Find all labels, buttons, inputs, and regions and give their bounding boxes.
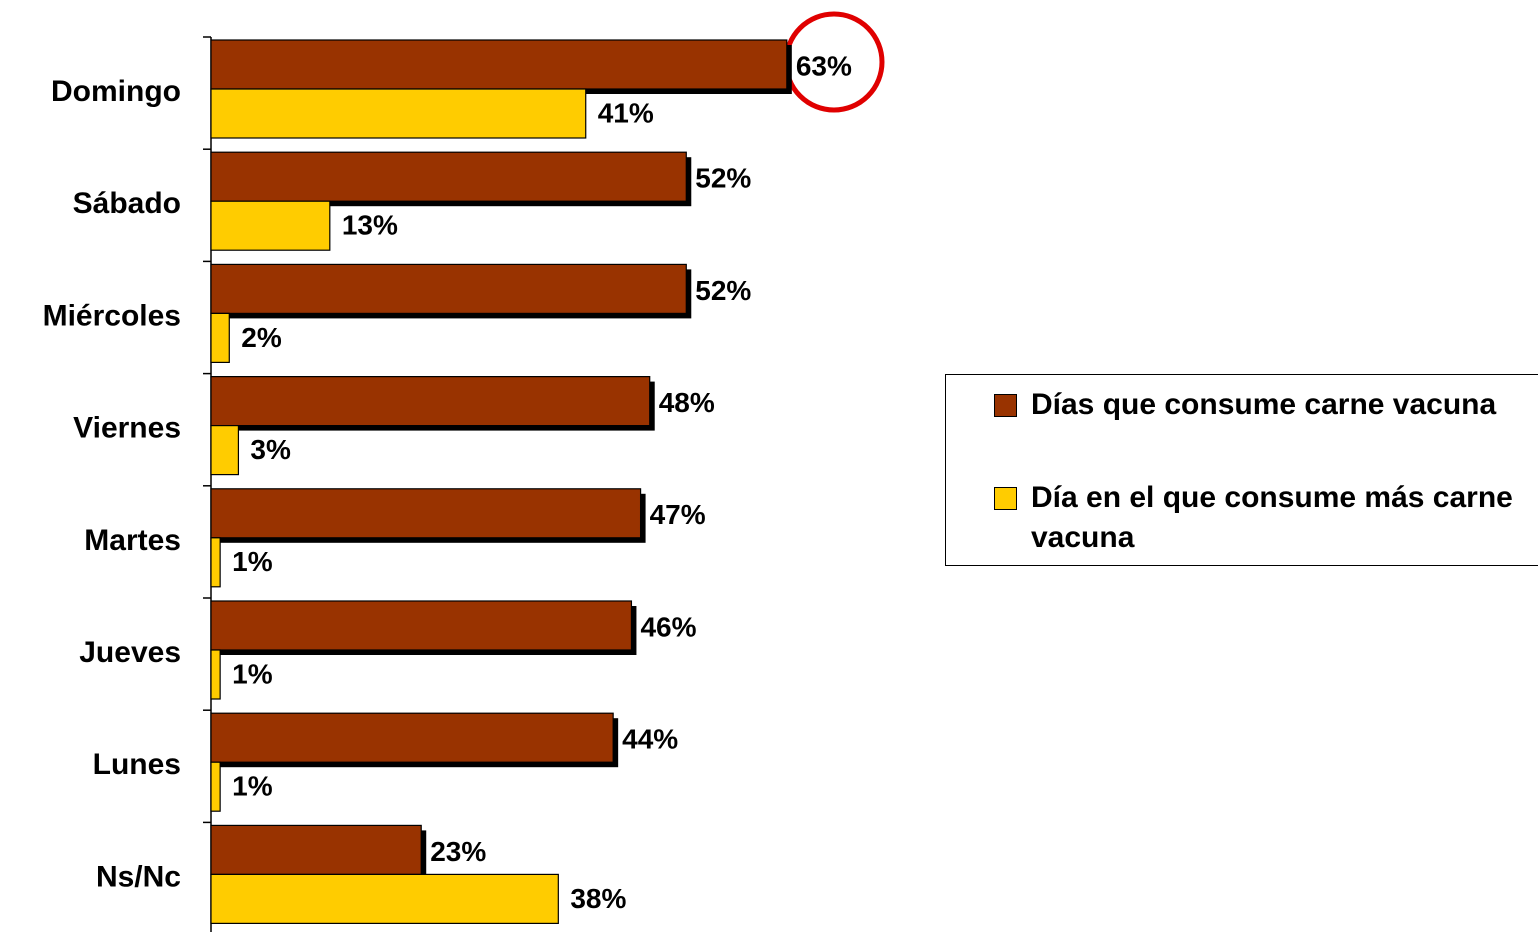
category-label: Jueves xyxy=(79,636,181,669)
bar xyxy=(210,88,587,139)
legend-swatch xyxy=(994,394,1017,417)
bar xyxy=(210,312,230,363)
legend-item: Día en el que consume más carne vacuna xyxy=(994,478,1521,558)
value-label: 46% xyxy=(640,611,696,642)
bar xyxy=(210,263,687,314)
bar xyxy=(210,649,221,700)
bar xyxy=(210,425,240,476)
legend-label: Día en el que consume más carne vacuna xyxy=(1031,481,1513,554)
category-label: Lunes xyxy=(93,748,181,781)
bars: Domingo 63% 41% Sábado 52% 13% Miércoles 52% 2% V… xyxy=(43,39,852,925)
value-label: 52% xyxy=(695,275,751,306)
category-label: Miércoles xyxy=(43,299,181,332)
value-label: 3% xyxy=(250,434,291,465)
value-label: 63% xyxy=(796,50,852,81)
category-label: Martes xyxy=(84,524,181,557)
category-label: Viernes xyxy=(73,412,181,445)
category-label: Domingo xyxy=(51,75,181,108)
value-label: 41% xyxy=(598,97,654,128)
value-label: 1% xyxy=(232,658,273,689)
bar xyxy=(210,39,788,90)
bar xyxy=(210,824,422,876)
value-label: 1% xyxy=(232,546,273,577)
bar xyxy=(210,200,331,251)
value-label: 44% xyxy=(622,724,678,755)
bar xyxy=(210,376,651,427)
bar xyxy=(210,600,633,651)
legend-item: Días que consume carne vacuna xyxy=(994,385,1521,425)
value-label: 23% xyxy=(430,836,486,867)
bar xyxy=(210,761,221,812)
value-label: 52% xyxy=(695,163,751,194)
bar xyxy=(210,712,614,763)
value-label: 13% xyxy=(342,210,398,241)
value-label: 38% xyxy=(570,883,626,914)
bar xyxy=(210,151,687,202)
value-label: 48% xyxy=(659,387,715,418)
legend: Días que consume carne vacuna Día en el q… xyxy=(945,374,1538,566)
legend-label: Días que consume carne vacuna xyxy=(1031,388,1497,421)
bar xyxy=(210,488,642,539)
value-label: 1% xyxy=(232,771,273,802)
value-label: 47% xyxy=(650,499,706,530)
category-label: Ns/Nc xyxy=(96,860,181,893)
bar xyxy=(210,537,221,588)
category-label: Sábado xyxy=(73,187,181,220)
legend-swatch xyxy=(994,487,1017,510)
value-label: 2% xyxy=(241,322,282,353)
bar xyxy=(210,873,559,925)
